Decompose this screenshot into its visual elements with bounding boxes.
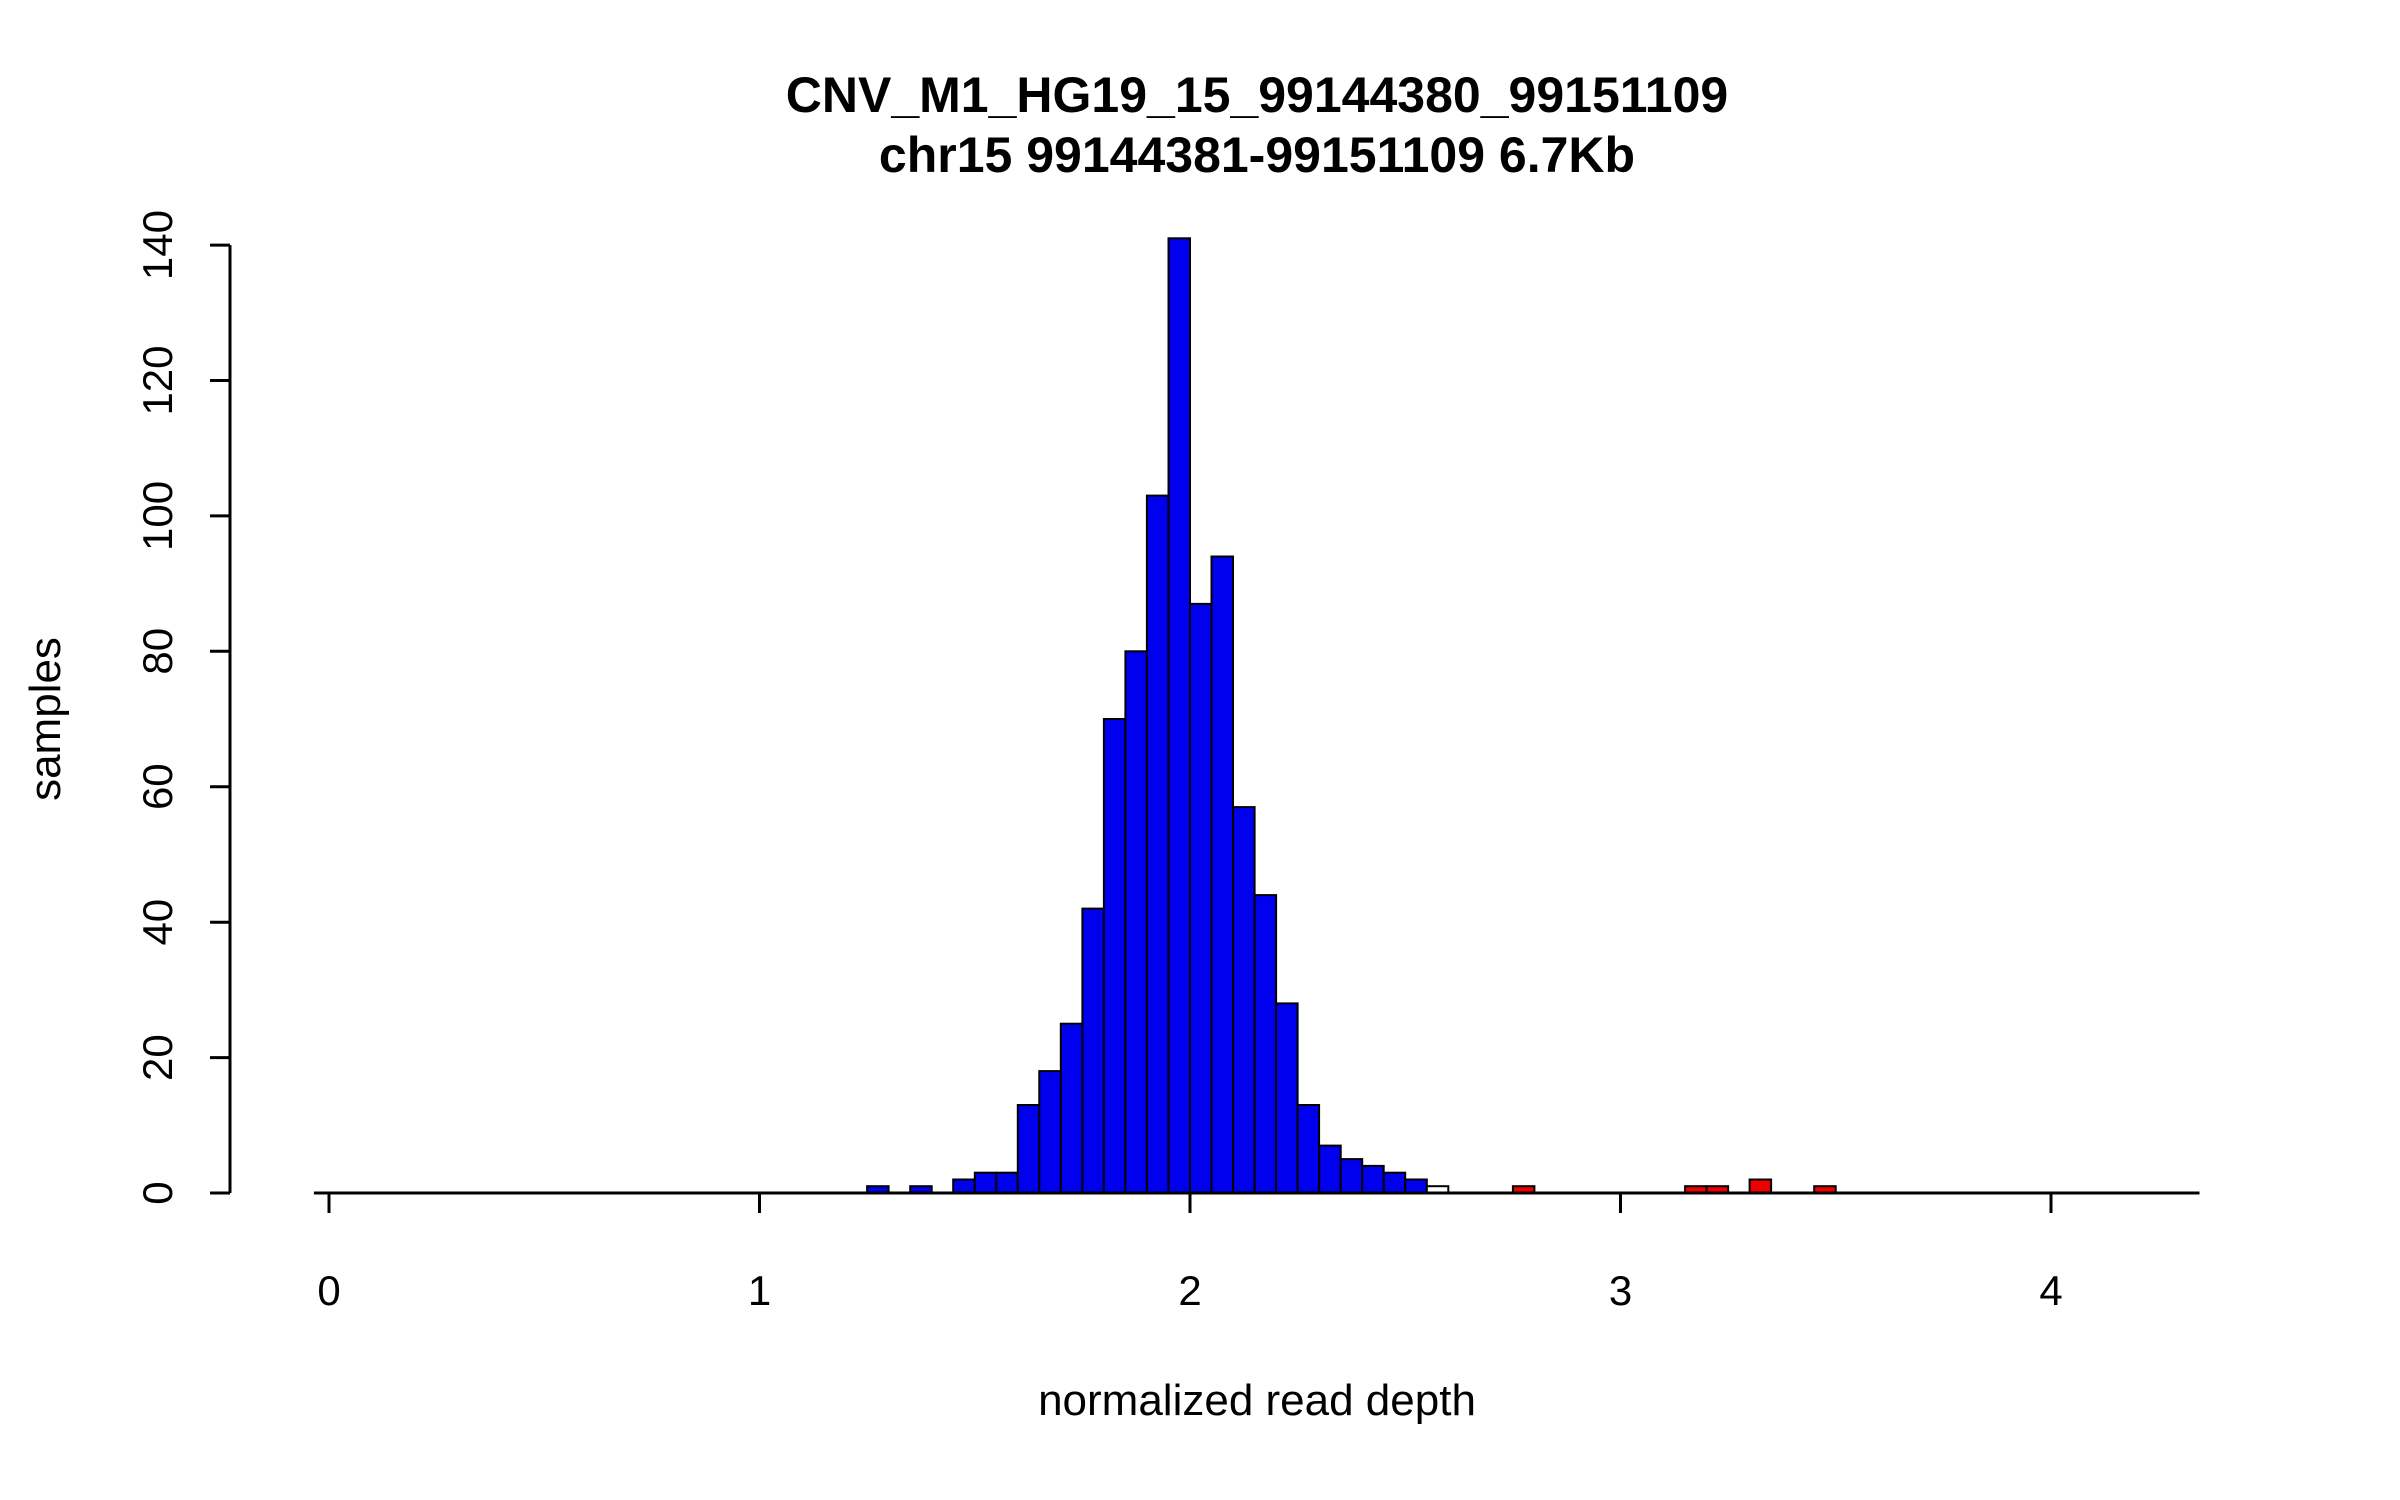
histogram-bar xyxy=(1210,555,1234,1194)
x-tick-label: 3 xyxy=(1609,1267,1632,1314)
histogram-bar xyxy=(1382,1171,1407,1194)
histogram-bar xyxy=(1124,650,1148,1194)
histogram-bar xyxy=(1059,1022,1084,1195)
histogram-bar xyxy=(1253,894,1278,1194)
x-axis-label: normalized read depth xyxy=(1038,1376,1476,1425)
y-tick-label: 140 xyxy=(134,210,181,280)
y-tick-label: 20 xyxy=(134,1034,181,1081)
histogram-bar xyxy=(1189,602,1213,1194)
histogram-bar xyxy=(1748,1178,1773,1194)
x-tick-label: 4 xyxy=(2039,1267,2062,1314)
y-tick-label: 100 xyxy=(134,481,181,551)
histogram-bar xyxy=(1145,494,1170,1195)
histogram-bar xyxy=(1081,907,1105,1194)
histogram-bar xyxy=(973,1171,998,1194)
histogram-bar xyxy=(1038,1070,1062,1194)
y-tick-label: 120 xyxy=(134,345,181,415)
histogram-bar xyxy=(995,1171,1019,1194)
histogram-bar xyxy=(1339,1158,1364,1194)
histogram-bar xyxy=(952,1178,976,1194)
y-tick-label: 60 xyxy=(134,763,181,810)
x-tick-label: 0 xyxy=(317,1267,340,1314)
histogram-bar xyxy=(1404,1178,1428,1194)
histogram-bar xyxy=(1016,1104,1041,1194)
x-tick-label: 2 xyxy=(1178,1267,1201,1314)
y-tick-label: 80 xyxy=(134,628,181,675)
x-tick-label: 1 xyxy=(748,1267,771,1314)
y-tick-label: 40 xyxy=(134,899,181,946)
y-axis-label: samples xyxy=(21,637,70,801)
histogram-bar xyxy=(1361,1164,1385,1195)
histogram-bar xyxy=(1318,1144,1342,1194)
histogram-bar xyxy=(1232,806,1256,1194)
histogram-bar xyxy=(1102,718,1127,1194)
histogram-bar xyxy=(1167,237,1191,1195)
chart-subtitle: chr15 99144381-99151109 6.7Kb xyxy=(879,127,1635,183)
histogram-bar xyxy=(1275,1002,1299,1195)
histogram-bar xyxy=(1296,1104,1321,1194)
y-tick-label: 0 xyxy=(134,1181,181,1204)
chart-title: CNV_M1_HG19_15_99144380_99151109 xyxy=(786,67,1728,123)
histogram-bars xyxy=(866,237,1837,1195)
